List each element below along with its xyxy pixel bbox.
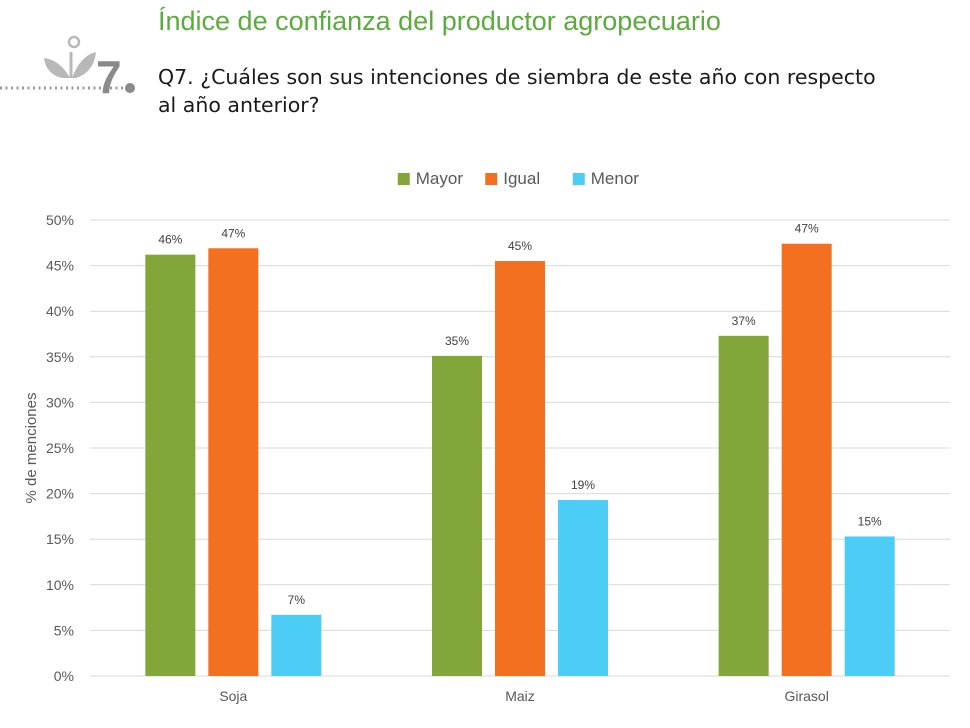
bar: [145, 254, 196, 676]
legend-swatch: [397, 173, 410, 185]
legend-label: Menor: [591, 169, 640, 188]
data-label: 15%: [858, 514, 882, 528]
bar: [495, 261, 545, 676]
y-tick-label: 5%: [54, 622, 74, 638]
legend-label: Igual: [503, 169, 540, 188]
y-axis-label: % de menciones: [23, 393, 40, 504]
x-tick-label: Maiz: [505, 688, 535, 704]
legend-label: Mayor: [416, 169, 464, 188]
bar: [844, 536, 895, 676]
x-tick-label: Soja: [219, 688, 247, 704]
data-label: 19%: [571, 478, 595, 492]
y-tick-label: 10%: [46, 577, 74, 593]
bar: [271, 614, 322, 676]
y-tick-label: 20%: [46, 486, 74, 502]
legend-swatch: [572, 173, 585, 185]
bar: [208, 248, 259, 676]
data-label: 45%: [508, 239, 532, 253]
data-label: 46%: [158, 233, 182, 247]
data-label: 7%: [288, 593, 306, 607]
y-tick-label: 15%: [46, 531, 74, 547]
y-tick-label: 35%: [46, 349, 74, 365]
y-tick-label: 45%: [46, 258, 74, 274]
bar: [432, 355, 482, 676]
legend-swatch: [485, 173, 498, 185]
question-number: 7: [96, 51, 122, 103]
data-label: 47%: [221, 226, 245, 240]
y-tick-label: 30%: [46, 394, 74, 410]
page-title: Índice de confianza del productor agrope…: [158, 6, 721, 36]
y-tick-label: 0%: [54, 668, 74, 684]
bar: [781, 243, 832, 676]
bar: [558, 499, 608, 676]
data-label: 37%: [732, 314, 756, 328]
bar: [718, 335, 769, 676]
sprout-icon: [0, 35, 135, 93]
data-label: 35%: [445, 334, 469, 348]
data-label: 47%: [795, 222, 819, 236]
y-tick-label: 40%: [46, 303, 74, 319]
x-tick-label: Girasol: [784, 688, 828, 704]
y-tick-label: 25%: [46, 440, 74, 456]
question-text: Q7. ¿Cuáles son sus intenciones de siemb…: [158, 65, 876, 117]
y-tick-label: 50%: [46, 212, 74, 228]
question-badge: 7: [0, 30, 150, 100]
